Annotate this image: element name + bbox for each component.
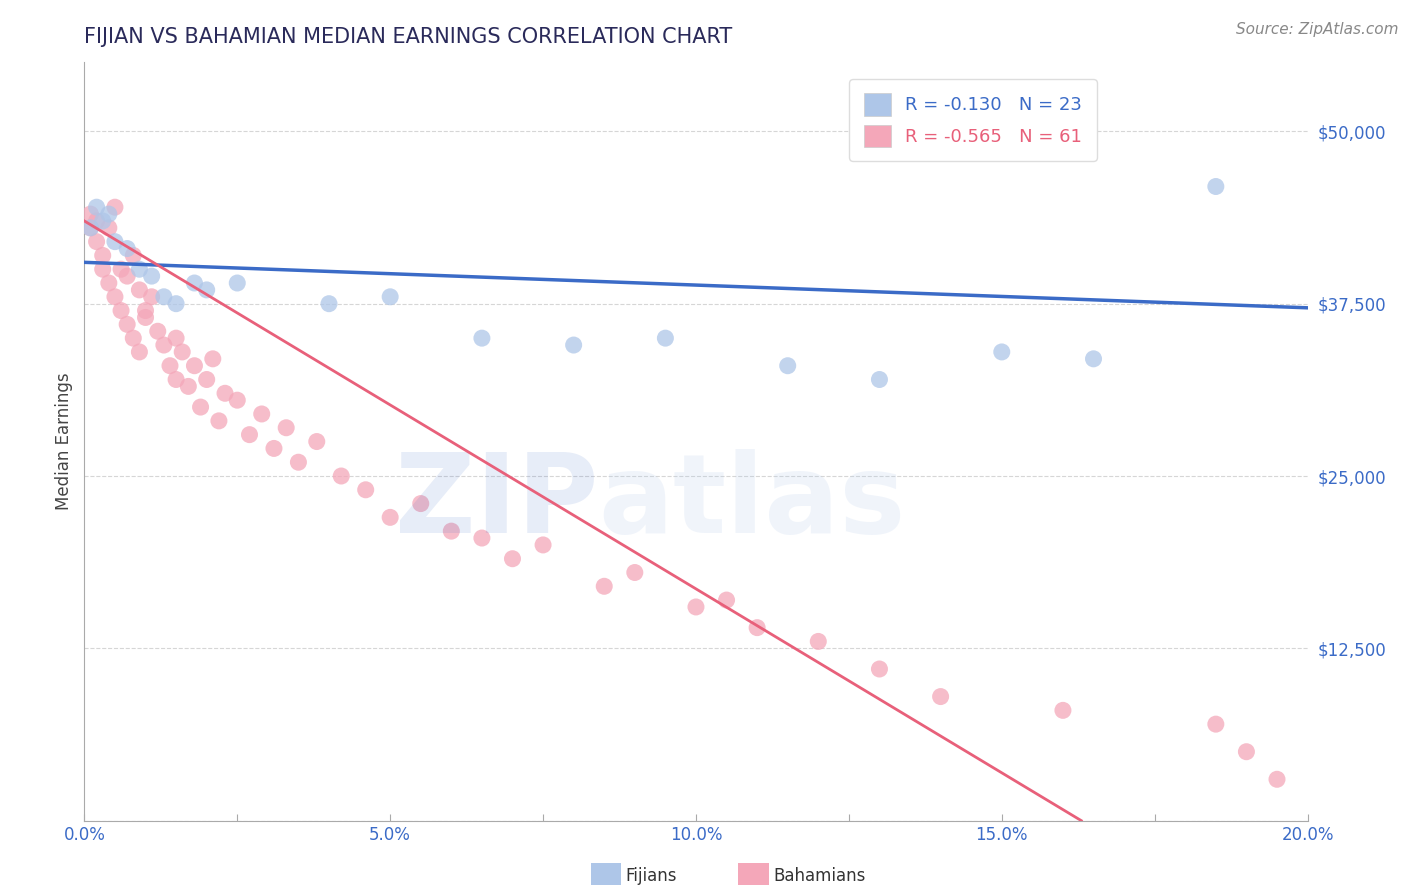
Text: Fijians: Fijians [626,867,678,885]
Point [471,331,494,345]
Point [97,220,120,235]
Point [1083,351,1105,366]
Point [122,248,145,262]
Point [110,303,132,318]
Point [183,276,205,290]
Legend: R = -0.130   N = 23, R = -0.565   N = 61: R = -0.130 N = 23, R = -0.565 N = 61 [849,79,1097,161]
Point [165,372,187,386]
Text: Source: ZipAtlas.com: Source: ZipAtlas.com [1236,22,1399,37]
Point [86,214,108,228]
Point [214,386,236,401]
Point [165,331,187,345]
Point [305,434,328,449]
Point [141,290,163,304]
Point [685,599,707,614]
Point [226,393,249,408]
Point [330,469,353,483]
Point [91,214,114,228]
Point [869,662,891,676]
Text: Bahamians: Bahamians [773,867,866,885]
Point [165,296,187,310]
Point [869,372,891,386]
Point [624,566,647,580]
Point [380,510,402,524]
Text: ZIP: ZIP [395,449,598,556]
Point [263,442,285,456]
Point [1265,772,1288,787]
Point [1205,717,1227,731]
Point [86,235,108,249]
Point [86,200,108,214]
Point [238,427,260,442]
Point [128,283,150,297]
Point [208,414,231,428]
Point [104,200,127,214]
Point [177,379,200,393]
Point [122,331,145,345]
Point [135,303,157,318]
Point [190,400,212,414]
Point [201,351,224,366]
Point [135,310,157,325]
Point [226,276,249,290]
Point [115,318,138,332]
Point [104,235,127,249]
Point [183,359,205,373]
Point [502,551,524,566]
Point [807,634,830,648]
Point [380,290,402,304]
Point [471,531,494,545]
Point [531,538,554,552]
Point [146,324,169,338]
Point [287,455,309,469]
Point [562,338,585,352]
Point [79,207,101,221]
Point [153,290,176,304]
Point [1052,703,1074,717]
Point [276,421,298,435]
Point [128,262,150,277]
Point [593,579,616,593]
Point [654,331,676,345]
Point [195,372,218,386]
Point [159,359,181,373]
Point [250,407,273,421]
Point [440,524,463,538]
Point [79,220,101,235]
Text: FIJIAN VS BAHAMIAN MEDIAN EARNINGS CORRELATION CHART: FIJIAN VS BAHAMIAN MEDIAN EARNINGS CORRE… [84,27,733,47]
Point [1205,179,1227,194]
Point [1236,745,1258,759]
Point [747,621,769,635]
Text: atlas: atlas [598,449,905,556]
Point [141,269,163,284]
Point [115,242,138,256]
Point [409,497,432,511]
Point [172,345,194,359]
Point [97,207,120,221]
Point [716,593,738,607]
Point [153,338,176,352]
Point [195,283,218,297]
Point [991,345,1014,359]
Point [318,296,340,310]
Y-axis label: Median Earnings: Median Earnings [55,373,73,510]
Point [104,290,127,304]
Point [91,248,114,262]
Point [354,483,377,497]
Point [776,359,799,373]
Point [929,690,952,704]
Point [97,276,120,290]
Point [91,262,114,277]
Point [128,345,150,359]
Point [79,220,101,235]
Point [110,262,132,277]
Point [115,269,138,284]
